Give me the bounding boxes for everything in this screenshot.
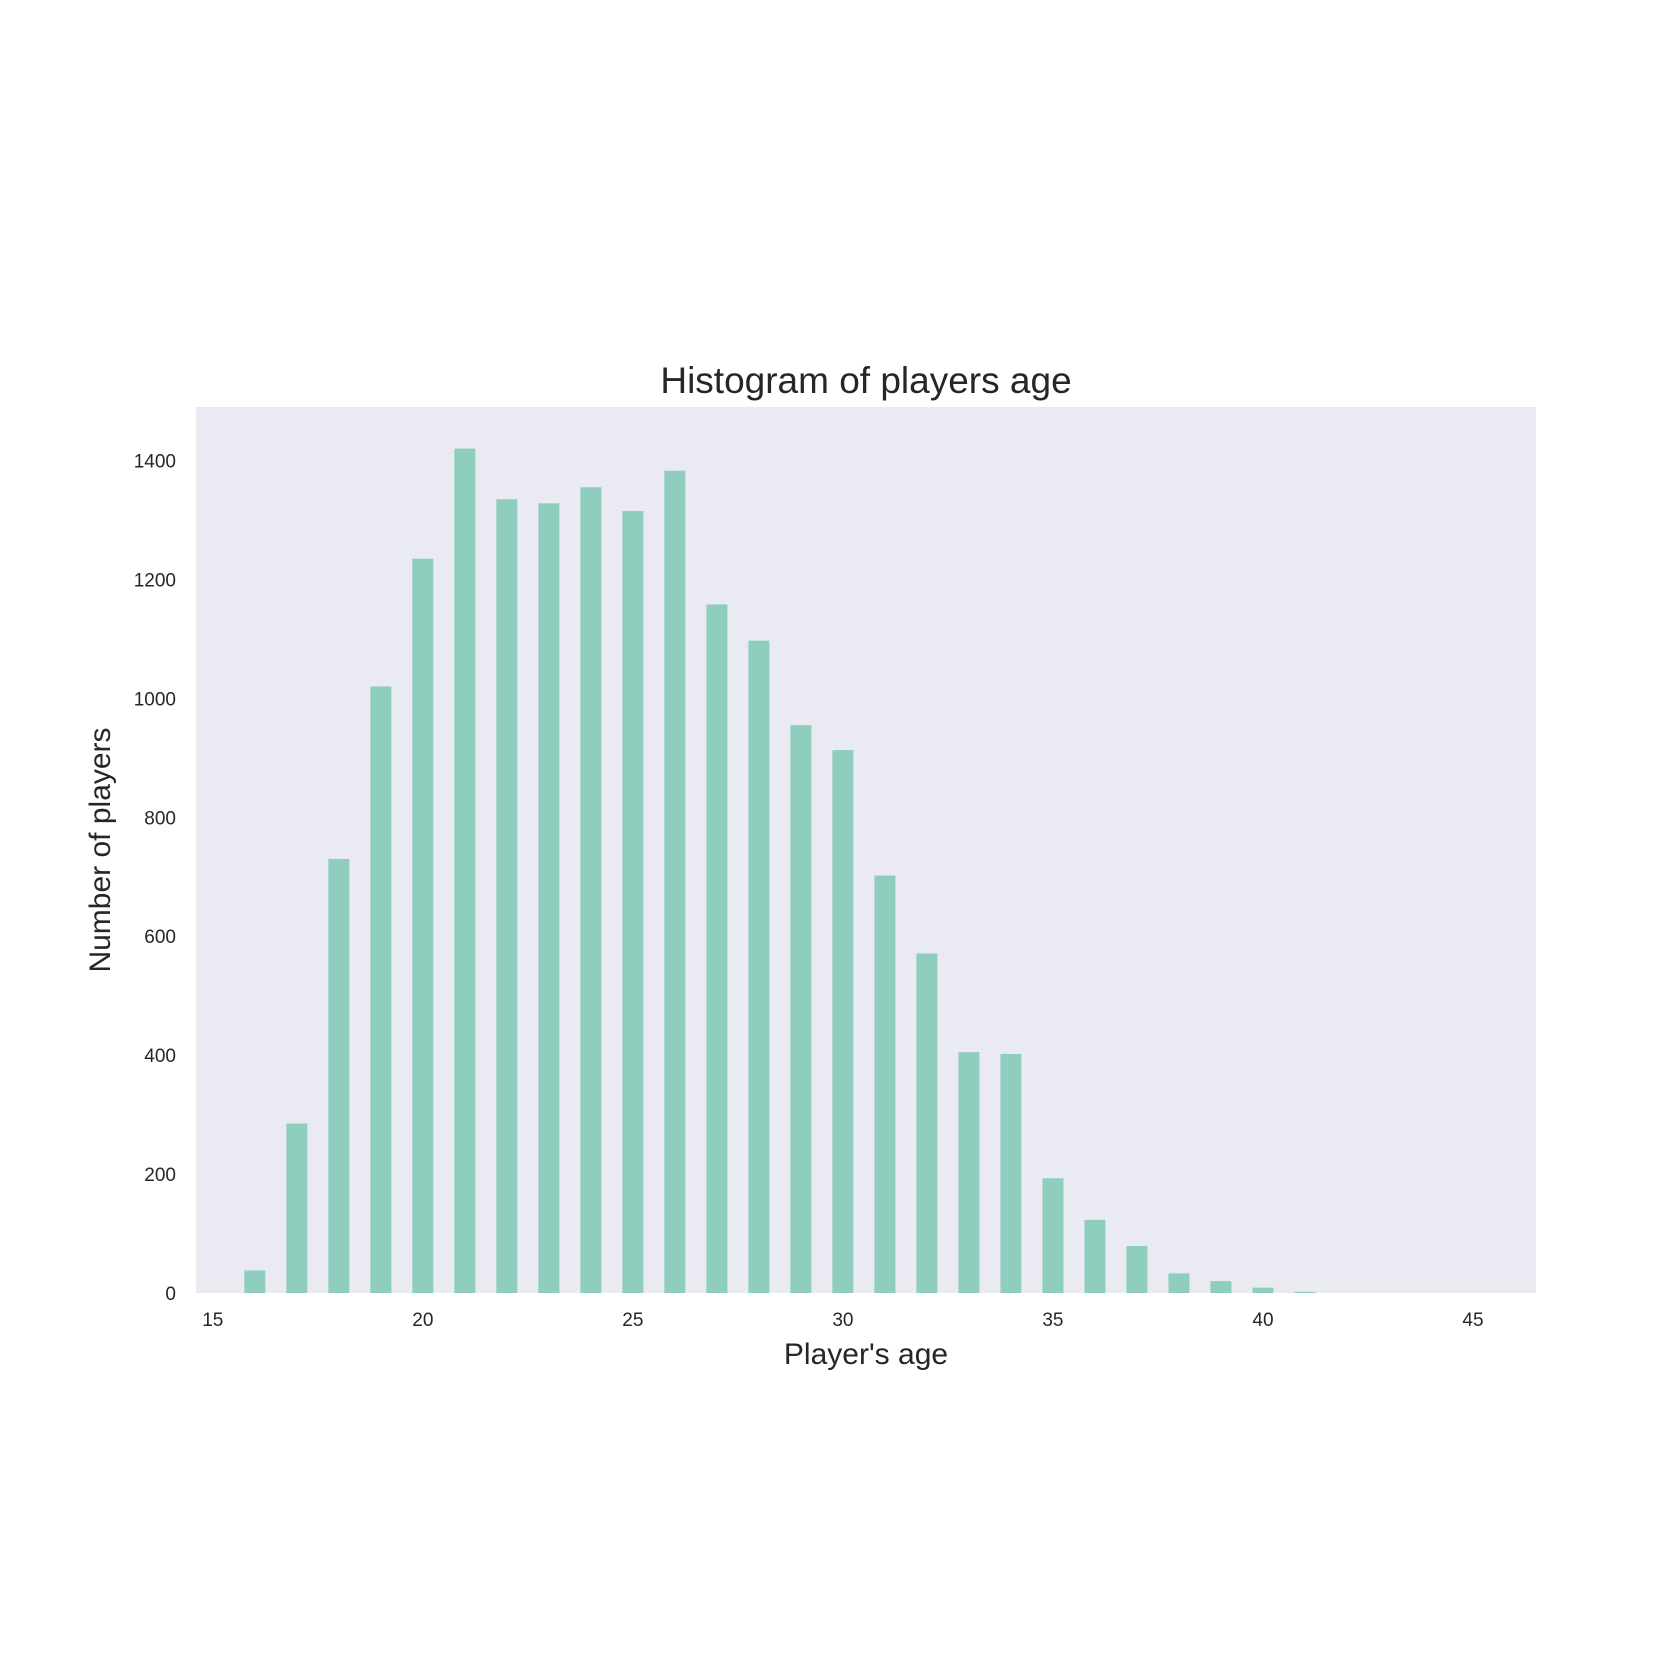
- histogram-bar: [874, 875, 896, 1293]
- x-tick-label: 30: [832, 1310, 853, 1331]
- histogram-bar: [496, 499, 518, 1293]
- histogram-bar: [832, 750, 854, 1293]
- histogram-bar: [1084, 1219, 1106, 1293]
- bars-group: [244, 448, 1316, 1294]
- histogram-bar: [664, 470, 686, 1293]
- y-axis-label: Number of players: [84, 727, 117, 972]
- y-tick-label: 200: [144, 1165, 176, 1186]
- y-tick-label: 0: [165, 1284, 176, 1305]
- x-tick-label: 45: [1462, 1310, 1483, 1331]
- histogram-bar: [1000, 1053, 1022, 1293]
- y-tick-label: 600: [144, 927, 176, 948]
- y-tick-label: 400: [144, 1046, 176, 1067]
- x-tick-labels: 15 20 25 30 35 40 45: [202, 1310, 1483, 1331]
- histogram-bar: [748, 640, 770, 1293]
- histogram-bar: [622, 511, 644, 1293]
- histogram-bar: [1294, 1291, 1316, 1293]
- histogram-bar: [1252, 1287, 1274, 1293]
- x-tick-label: 20: [412, 1310, 433, 1331]
- histogram-bar: [1126, 1246, 1148, 1293]
- histogram-bar: [580, 487, 602, 1293]
- histogram-bar: [916, 953, 938, 1293]
- histogram-bar: [244, 1270, 266, 1293]
- y-tick-label: 800: [144, 808, 176, 829]
- x-tick-label: 35: [1042, 1310, 1063, 1331]
- chart-title: Histogram of players age: [660, 360, 1071, 401]
- histogram-bar: [790, 725, 812, 1293]
- x-axis-label: Player's age: [784, 1338, 948, 1371]
- histogram-bar: [538, 503, 560, 1294]
- y-tick-label: 1200: [134, 570, 176, 591]
- y-tick-label: 1000: [134, 689, 176, 710]
- histogram-bar: [328, 858, 350, 1293]
- histogram-bar: [454, 448, 476, 1293]
- histogram-bar: [706, 604, 728, 1293]
- histogram-bar: [1210, 1281, 1232, 1293]
- x-tick-label: 25: [622, 1310, 643, 1331]
- histogram-bar: [412, 558, 434, 1293]
- histogram-bar: [1042, 1178, 1064, 1293]
- histogram-bar: [958, 1052, 980, 1293]
- histogram-bar: [286, 1123, 308, 1293]
- x-tick-label: 40: [1252, 1310, 1273, 1331]
- plot-area: [196, 407, 1536, 1293]
- x-tick-label: 15: [202, 1310, 223, 1331]
- histogram-bar: [370, 686, 392, 1293]
- y-tick-label: 1400: [134, 452, 176, 473]
- y-tick-labels: 0 200 400 600 800 1000 1200 1400: [134, 452, 176, 1305]
- histogram-bar: [1168, 1273, 1190, 1293]
